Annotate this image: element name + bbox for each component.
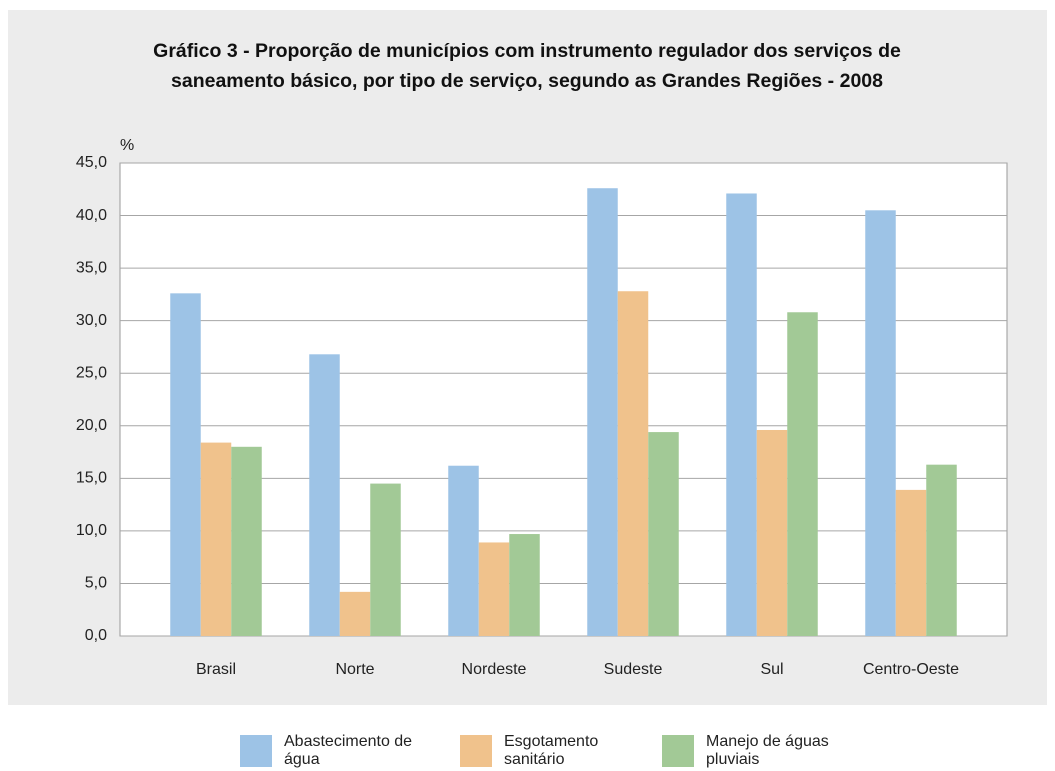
x-tick-label: Brasil xyxy=(196,661,236,678)
x-tick-label: Sul xyxy=(760,661,783,678)
legend-label: Abastecimento de água xyxy=(284,733,413,768)
bar xyxy=(200,442,232,636)
bar xyxy=(587,188,618,636)
y-tick-label: 40,0 xyxy=(76,207,107,224)
legend-label: Esgotamento sanitário xyxy=(504,733,599,768)
bar xyxy=(926,464,957,636)
legend: Abastecimento de água Esgotamento sanitár… xyxy=(0,733,1055,771)
legend-item: Esgotamento sanitário xyxy=(460,733,639,769)
bar xyxy=(726,193,757,636)
bar xyxy=(231,446,262,636)
chart-title: Gráfico 3 - Proporção de municípios com … xyxy=(153,40,901,92)
plot-area xyxy=(119,162,1008,637)
bar xyxy=(509,534,540,636)
legend-item: Abastecimento de água xyxy=(240,733,419,769)
bar xyxy=(370,483,401,636)
y-tick-label: 35,0 xyxy=(76,259,107,276)
y-tick-label: 15,0 xyxy=(76,470,107,487)
legend-label: Manejo de águas pluviais xyxy=(706,733,829,768)
chart: Gráfico 3 - Proporção de municípios com … xyxy=(8,10,1047,705)
y-tick-label: 25,0 xyxy=(76,364,107,381)
x-tick-label: Centro-Oeste xyxy=(863,661,959,678)
y-tick-label: 0,0 xyxy=(85,627,107,644)
y-tick-label: 10,0 xyxy=(76,522,107,539)
x-tick-label: Norte xyxy=(335,661,374,678)
y-tick-label: 45,0 xyxy=(76,154,107,171)
legend-swatch xyxy=(662,735,694,767)
bar xyxy=(787,312,818,636)
bar xyxy=(865,210,896,637)
bar xyxy=(895,489,927,636)
legend-item: Manejo de águas pluviais xyxy=(662,733,856,769)
y-tick-label: 30,0 xyxy=(76,312,107,329)
x-tick-label: Sudeste xyxy=(604,661,663,678)
legend-swatch xyxy=(460,735,492,767)
bar xyxy=(170,293,201,636)
bar xyxy=(478,542,510,636)
bar xyxy=(448,465,479,636)
y-axis-label: % xyxy=(120,137,134,154)
bar xyxy=(648,432,679,636)
bar xyxy=(339,591,371,636)
legend-swatch xyxy=(240,735,272,767)
bar xyxy=(617,291,649,636)
bar xyxy=(309,354,340,636)
y-tick-label: 20,0 xyxy=(76,417,107,434)
y-tick-label: 5,0 xyxy=(85,575,107,592)
bar xyxy=(756,429,788,636)
x-tick-label: Nordeste xyxy=(462,661,527,678)
